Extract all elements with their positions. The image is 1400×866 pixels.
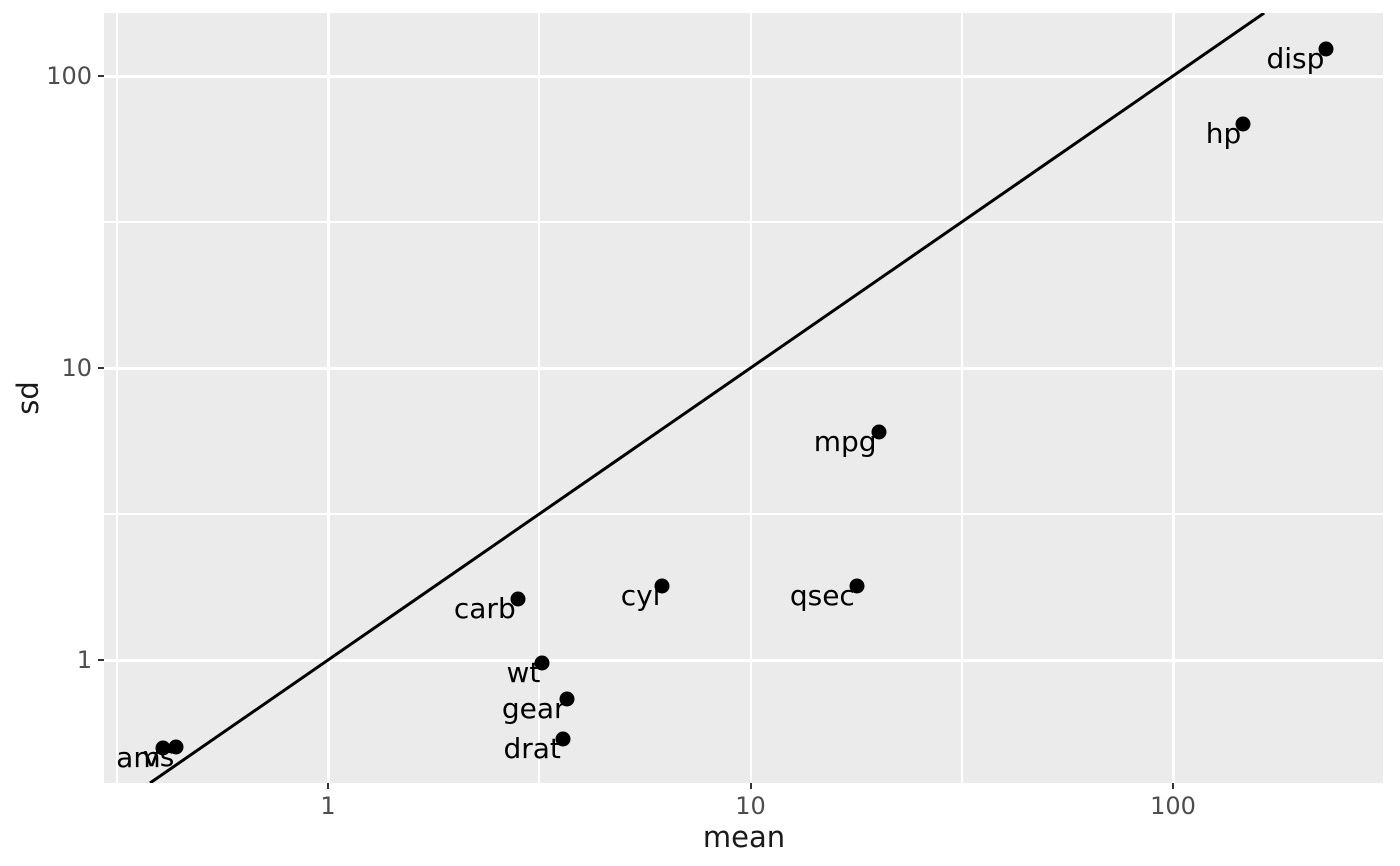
data-point-mpg bbox=[871, 424, 887, 440]
point-label-carb: carb bbox=[453, 592, 516, 626]
minor-gridline-y bbox=[104, 513, 1385, 515]
minor-gridline-x bbox=[960, 13, 963, 783]
point-label-mpg: mpg bbox=[813, 425, 877, 459]
y-tick-label: 1 bbox=[76, 646, 92, 674]
data-point-am bbox=[155, 740, 171, 756]
point-label-hp: hp bbox=[1205, 116, 1242, 150]
data-point-cyl bbox=[654, 578, 670, 594]
data-point-disp bbox=[1318, 41, 1334, 57]
identity-line bbox=[149, 13, 1266, 783]
point-label-drat: drat bbox=[503, 732, 561, 766]
point-label-am: am bbox=[116, 741, 161, 775]
y-axis-title: sd bbox=[11, 381, 45, 415]
major-gridline-x bbox=[749, 13, 753, 783]
y-tick-mark bbox=[98, 75, 104, 77]
point-label-gear: gear bbox=[501, 691, 566, 725]
minor-gridline-y bbox=[104, 221, 1385, 223]
x-tick-mark bbox=[1172, 783, 1174, 789]
data-point-qsec bbox=[849, 578, 865, 594]
x-axis-title: mean bbox=[702, 820, 786, 854]
x-tick-label: 100 bbox=[1150, 792, 1196, 820]
plot-panel: mpg cyl disp hp drat wt qsec am vs gear carb bbox=[104, 13, 1385, 783]
y-tick-mark bbox=[98, 367, 104, 369]
data-point-gear bbox=[559, 691, 575, 707]
data-point-vs bbox=[168, 739, 184, 755]
major-gridline-x bbox=[327, 13, 330, 783]
minor-gridline-x bbox=[115, 13, 118, 783]
x-tick-mark bbox=[749, 783, 752, 789]
major-gridline-x bbox=[1172, 13, 1175, 783]
y-tick-mark bbox=[98, 659, 104, 661]
major-gridline-y bbox=[104, 367, 1385, 370]
x-tick-mark bbox=[327, 783, 329, 789]
y-tick-label: 100 bbox=[46, 62, 92, 90]
y-tick-label: 10 bbox=[61, 354, 92, 382]
point-label-vs: vs bbox=[143, 739, 175, 773]
data-point-hp bbox=[1235, 116, 1251, 132]
data-point-carb bbox=[510, 591, 526, 607]
point-label-disp: disp bbox=[1266, 41, 1325, 75]
point-label-qsec: qsec bbox=[789, 579, 855, 613]
x-tick-label: 1 bbox=[320, 792, 336, 820]
point-label-cyl: cyl bbox=[620, 579, 661, 613]
point-label-wt: wt bbox=[506, 655, 541, 689]
minor-gridline-x bbox=[538, 13, 541, 783]
major-gridline-y bbox=[104, 75, 1385, 78]
x-tick-label: 10 bbox=[735, 792, 766, 820]
data-point-drat bbox=[555, 731, 571, 747]
major-gridline-y bbox=[104, 659, 1385, 662]
data-point-wt bbox=[534, 655, 550, 671]
minor-gridline-x bbox=[1383, 13, 1385, 783]
